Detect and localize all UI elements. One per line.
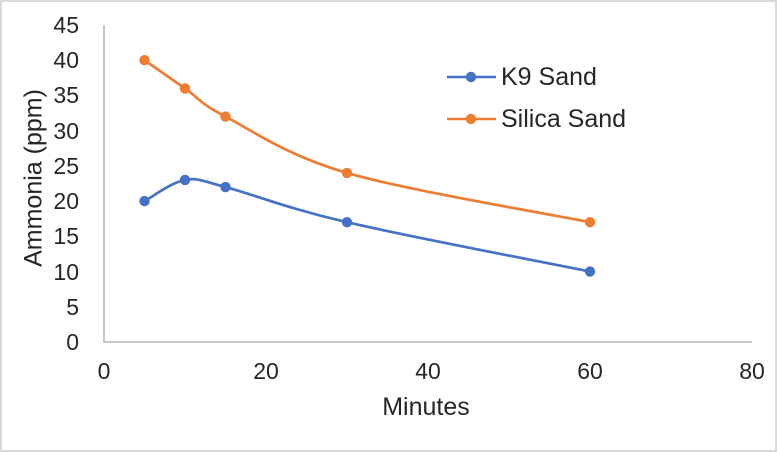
legend-item-k9-sand: K9 Sand — [445, 56, 626, 98]
legend-marker-icon — [447, 71, 496, 83]
legend-item-silica-sand: Silica Sand — [445, 98, 626, 140]
x-tick-label: 20 — [253, 358, 279, 384]
data-point-marker — [139, 195, 150, 207]
data-point-marker — [139, 55, 150, 66]
x-tick-label: 80 — [739, 358, 765, 384]
y-tick-label: 10 — [53, 258, 79, 285]
legend-marker-icon — [447, 113, 496, 125]
x-tick-label: 60 — [577, 358, 603, 384]
y-tick-label: 0 — [66, 329, 79, 355]
axis-lines — [103, 25, 752, 343]
x-tick-label: 40 — [415, 358, 441, 384]
y-tick-label: 35 — [53, 82, 79, 109]
y-tick-label: 20 — [53, 188, 79, 215]
series-line-k9-sand — [143, 177, 592, 273]
legend-label: Silica Sand — [501, 104, 627, 133]
y-tick-label: 5 — [66, 293, 79, 320]
legend: K9 Sand Silica Sand — [445, 56, 626, 140]
data-point-marker — [220, 181, 231, 193]
y-tick-label: 25 — [53, 152, 79, 179]
legend-label: K9 Sand — [501, 62, 597, 91]
data-point-marker — [584, 217, 596, 228]
data-point-marker — [341, 217, 353, 228]
y-tick-label: 30 — [53, 117, 79, 144]
data-point-marker — [584, 266, 596, 277]
y-tick-label: 40 — [53, 47, 79, 74]
data-point-marker — [341, 167, 353, 179]
x-axis-title: Minutes — [382, 393, 470, 421]
x-tick-label: 0 — [97, 358, 111, 384]
data-point-marker — [179, 83, 191, 94]
data-point-marker — [179, 174, 191, 186]
data-point-marker — [220, 111, 231, 122]
y-tick-label: 45 — [53, 12, 79, 38]
y-tick-label: 15 — [53, 223, 79, 250]
